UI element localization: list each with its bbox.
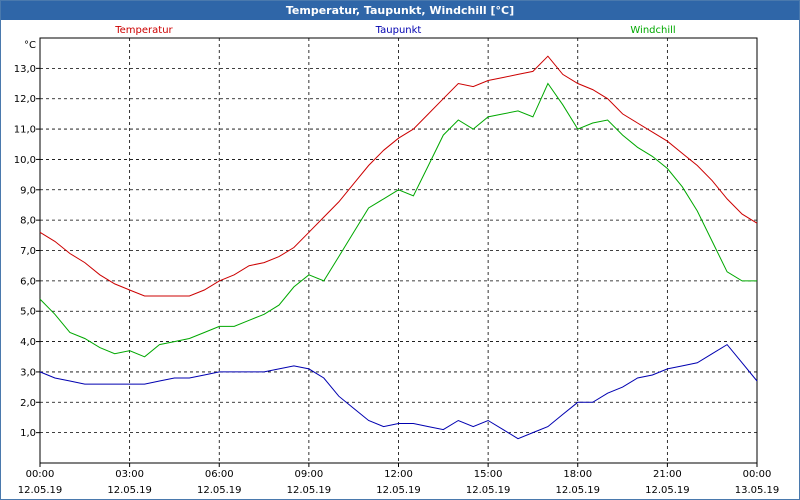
y-tick-label: 9,0 — [20, 185, 36, 196]
y-tick-label: 6,0 — [20, 276, 36, 287]
y-axis: 1,0 2,0 3,0 4,0 5,0 6,0 7,0 8,0 9,0 10,0 11,0 12,0 1… — [14, 64, 40, 439]
y-tick-label: 7,0 — [20, 246, 36, 257]
chart-title: Temperatur, Taupunkt, Windchill [°C] — [1, 1, 799, 20]
series-lines — [39, 55, 758, 440]
legend-entry-temperatur: Temperatur — [114, 25, 173, 36]
x-tick-label-time: 15:00 — [474, 469, 503, 480]
y-tick-label: 2,0 — [20, 398, 36, 409]
series-line-temperatur — [39, 55, 758, 297]
y-tick-label: 12,0 — [14, 94, 36, 105]
series-line-windchill — [39, 82, 757, 358]
x-tick-label-date: 12.05.19 — [466, 485, 511, 496]
x-tick-label-time: 12:00 — [384, 469, 413, 480]
x-tick-label-time: 21:00 — [653, 469, 682, 480]
x-tick-label-time: 06:00 — [205, 469, 234, 480]
x-tick-label-date: 13.05.19 — [735, 485, 780, 496]
y-tick-label: 13,0 — [14, 64, 36, 75]
grid-lines — [40, 38, 757, 463]
x-tick-label-date: 12.05.19 — [107, 485, 152, 496]
x-tick-label-date: 12.05.19 — [287, 485, 332, 496]
x-tick-label-date: 12.05.19 — [376, 485, 421, 496]
x-tick-label-date: 12.05.19 — [645, 485, 690, 496]
y-tick-label: 8,0 — [20, 216, 36, 227]
x-tick-label-date: 12.05.19 — [197, 485, 242, 496]
series-line-taupunkt — [39, 343, 758, 440]
x-tick-label-time: 18:00 — [563, 469, 592, 480]
legend-entry-windchill: Windchill — [630, 25, 675, 36]
x-tick-label-time: 09:00 — [294, 469, 323, 480]
x-tick-label-date: 12.05.19 — [555, 485, 600, 496]
y-tick-label: 4,0 — [20, 337, 36, 348]
x-tick-label-time: 03:00 — [115, 469, 144, 480]
legend: Temperatur Taupunkt Windchill — [114, 25, 675, 36]
x-tick-label-time: 00:00 — [743, 469, 772, 480]
y-tick-label: 3,0 — [20, 367, 36, 378]
y-tick-label: 5,0 — [20, 307, 36, 318]
legend-entry-taupunkt: Taupunkt — [375, 25, 422, 36]
y-tick-label: 11,0 — [14, 125, 36, 136]
y-axis-unit-label: °C — [24, 40, 36, 51]
x-axis: 00:00 12.05.19 03:00 12.05.19 06:00 12.05.19 0… — [18, 463, 780, 496]
x-tick-label-date: 12.05.19 — [18, 485, 63, 496]
y-tick-label: 10,0 — [14, 155, 36, 166]
x-tick-label-time: 00:00 — [26, 469, 55, 480]
y-tick-label: 1,0 — [20, 428, 36, 439]
